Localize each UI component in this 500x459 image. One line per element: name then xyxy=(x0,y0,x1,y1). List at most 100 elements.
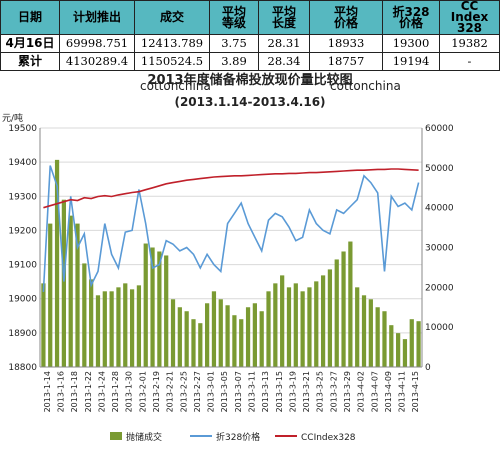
table-cell: - xyxy=(439,52,500,71)
bar xyxy=(286,287,292,367)
bar xyxy=(157,251,162,367)
table-cell: 19382 xyxy=(439,34,500,53)
bar xyxy=(191,319,196,367)
bar xyxy=(41,283,46,367)
bar xyxy=(109,291,114,367)
x-tick-label: 2013-1-24 xyxy=(97,371,106,412)
bar xyxy=(143,243,148,367)
bar xyxy=(389,325,394,367)
table-cell: 4130289.4 xyxy=(59,52,135,71)
chart-title: 2013年度储备棉投放现价量比较图 xyxy=(147,72,352,88)
x-tick-label: 2013-3-05 xyxy=(220,371,229,412)
x-tick-label: 2013-3-29 xyxy=(343,371,352,412)
watermark: cottonchina xyxy=(330,79,401,93)
table-header-row: 日期 计划推出 成交 平均 等级 平均 长度 平均 价格 折328 价格 CC Inde… xyxy=(0,0,500,35)
table-cell: 19300 xyxy=(382,34,440,53)
chart-subtitle: (2013.1.14-2013.4.16) xyxy=(174,95,325,109)
legend-label: 折328价格 xyxy=(216,431,260,443)
bar xyxy=(368,299,373,367)
line-ccindex328 xyxy=(43,168,419,209)
table-row: 4月16日 69998.751 12413.789 3.75 28.31 189… xyxy=(0,34,500,53)
bar xyxy=(123,283,128,367)
bar xyxy=(327,269,333,367)
bar xyxy=(245,307,251,367)
table-cell: 18933 xyxy=(309,34,383,53)
x-tick-label: 2013-3-11 xyxy=(247,371,256,412)
bar xyxy=(239,319,244,367)
table-cell: 28.31 xyxy=(258,34,310,53)
bar xyxy=(307,287,312,367)
watermark: cottonchina xyxy=(140,79,211,93)
bar xyxy=(164,255,169,367)
bar xyxy=(348,241,353,367)
y-right-tick-label: 20000 xyxy=(425,283,454,293)
y-left-tick-label: 19100 xyxy=(8,261,37,271)
y-right-tick-label: 40000 xyxy=(425,204,454,214)
x-tick-label: 2013-1-18 xyxy=(70,371,79,412)
bar xyxy=(341,251,346,367)
x-tick-label: 2013-4-11 xyxy=(398,371,407,412)
header-price328: 折328 价格 xyxy=(382,0,440,35)
header-price: 平均 价格 xyxy=(309,0,383,35)
bar xyxy=(170,299,176,367)
bar xyxy=(402,339,408,367)
table-cell: 19194 xyxy=(382,52,440,71)
x-tick-label: 2013-2-25 xyxy=(179,371,188,412)
bar xyxy=(252,303,257,367)
combo-chart: cottonchina cottonchina 2013年度储备棉投放现价量比较… xyxy=(2,72,454,443)
header-grade: 平均 等级 xyxy=(209,0,259,35)
bar xyxy=(82,263,87,367)
bar xyxy=(355,287,360,367)
x-tick-label: 2013-3-25 xyxy=(316,371,325,412)
x-tick-label: 2013-2-01 xyxy=(138,371,147,412)
left-axis-unit: 元/吨 xyxy=(2,112,23,124)
table-cell: 3.75 xyxy=(209,34,259,53)
bar xyxy=(314,281,319,367)
table-cell: 18757 xyxy=(309,52,383,71)
x-tick-label: 2013-2-19 xyxy=(152,371,161,412)
bar xyxy=(136,285,142,367)
bar xyxy=(396,333,401,367)
y-left-tick-label: 18900 xyxy=(8,329,37,339)
bar xyxy=(300,291,305,367)
bar xyxy=(361,295,367,367)
y-left-tick-label: 19300 xyxy=(8,192,37,202)
y-right-tick-label: 30000 xyxy=(425,244,454,254)
bar xyxy=(89,279,94,367)
x-tick-label: 2013-1-28 xyxy=(111,371,120,412)
legend-swatch xyxy=(110,432,122,440)
bar xyxy=(409,319,414,367)
bar xyxy=(61,199,66,367)
bar xyxy=(273,283,278,367)
bar xyxy=(293,283,298,367)
x-tick-label: 2013-3-27 xyxy=(329,371,338,412)
bar xyxy=(54,159,60,367)
bar xyxy=(184,311,189,367)
table-cell: 12413.789 xyxy=(134,34,210,53)
y-left-tick-label: 19200 xyxy=(8,226,37,236)
bar xyxy=(68,215,73,367)
bar xyxy=(416,321,421,367)
x-tick-label: 2013-2-27 xyxy=(193,371,202,412)
bar xyxy=(259,311,264,367)
y-right-tick-label: 0 xyxy=(425,363,431,373)
x-tick-label: 2013-3-21 xyxy=(302,371,311,412)
y-left-tick-label: 19500 xyxy=(8,124,37,134)
header-ccindex: CC Index 328 xyxy=(439,0,500,35)
x-tick-label: 2013-3-13 xyxy=(261,371,270,412)
table-cell: 累计 xyxy=(0,52,60,71)
x-tick-label: 2013-3-19 xyxy=(288,371,297,412)
bar xyxy=(116,287,121,367)
y-left-tick-label: 18800 xyxy=(8,363,37,373)
bar xyxy=(232,315,237,367)
table-cell: 28.34 xyxy=(258,52,310,71)
table-cell: 3.89 xyxy=(209,52,259,71)
x-tick-label: 2013-4-09 xyxy=(384,371,393,412)
bar xyxy=(280,275,285,367)
table-cell: 4月16日 xyxy=(0,34,60,53)
bar xyxy=(225,305,230,367)
x-tick-label: 2013-2-21 xyxy=(166,371,175,412)
x-tick-label: 2013-4-07 xyxy=(370,371,379,412)
bar xyxy=(218,299,223,367)
bar xyxy=(198,323,203,367)
